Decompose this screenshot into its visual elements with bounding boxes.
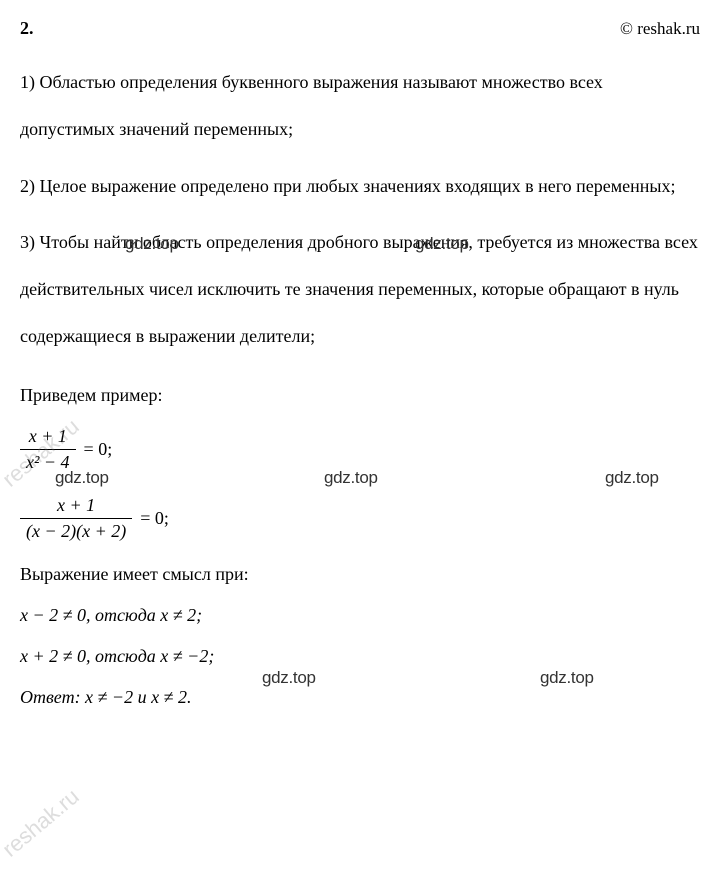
problem-number: 2. xyxy=(20,18,34,39)
condition-1: x − 2 ≠ 0, отсюда x ≠ 2; xyxy=(20,605,700,626)
condition-intro: Выражение имеет смысл при: xyxy=(20,564,700,585)
eq1-numerator: x + 1 xyxy=(23,426,73,449)
equation-1: x + 1 x² − 4 = 0; xyxy=(20,426,700,473)
eq1-denominator: x² − 4 xyxy=(20,449,76,473)
equation-2: x + 1 (x − 2)(x + 2) = 0; xyxy=(20,495,700,542)
example-intro: Приведем пример: xyxy=(20,385,700,406)
watermark-gdz: gdz.top xyxy=(262,668,316,688)
condition-2: x + 2 ≠ 0, отсюда x ≠ −2; xyxy=(20,646,700,667)
eq2-numerator: x + 1 xyxy=(51,495,101,518)
copyright: © reshak.ru xyxy=(620,19,700,39)
answer: Ответ: x ≠ −2 и x ≠ 2. xyxy=(20,687,700,708)
paragraph-1: 1) Областью определения буквенного выраж… xyxy=(20,59,700,153)
eq2-denominator: (x − 2)(x + 2) xyxy=(20,518,132,542)
eq2-equals: = 0; xyxy=(140,508,169,529)
watermark-reshak: reshak.ru xyxy=(0,784,84,863)
watermark-gdz: gdz.top xyxy=(540,668,594,688)
eq1-equals: = 0; xyxy=(84,439,113,460)
paragraph-3: 3) Чтобы найти область определения дробн… xyxy=(20,219,700,359)
paragraph-2: 2) Целое выражение определено при любых … xyxy=(20,163,700,210)
